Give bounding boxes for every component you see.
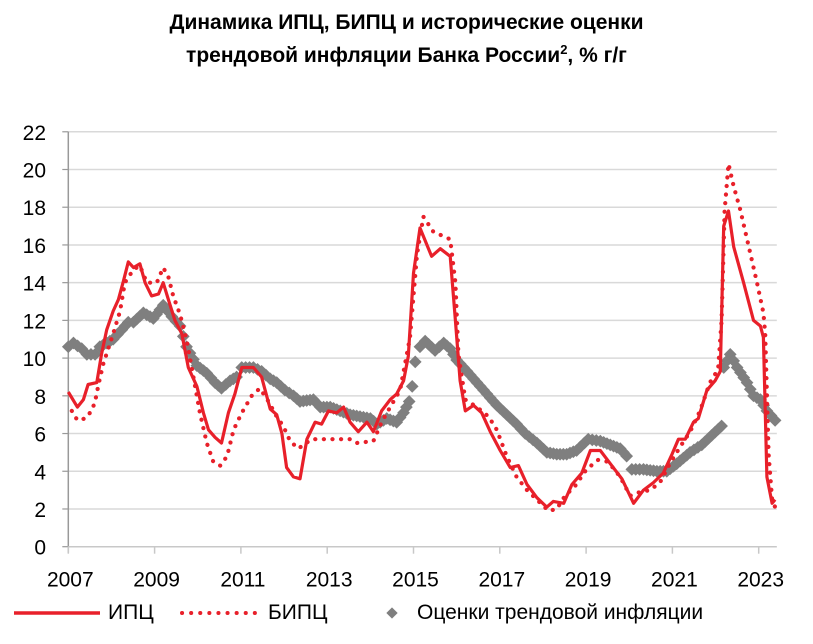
legend-solid-line-icon <box>14 611 100 615</box>
y-tick-label: 10 <box>23 348 46 371</box>
trend-point <box>405 380 419 393</box>
trend-point <box>408 355 422 369</box>
y-tick-label: 0 <box>34 537 46 560</box>
y-tick-label: 18 <box>23 197 46 220</box>
x-tick-label: 2011 <box>220 569 265 592</box>
y-tick-label: 8 <box>34 386 46 409</box>
x-tick-label: 2007 <box>47 569 94 592</box>
x-tick-label: 2015 <box>392 569 439 592</box>
x-tick-label: 2017 <box>478 569 525 592</box>
y-tick-label: 2 <box>34 499 46 522</box>
title-footnote: 2 <box>560 42 568 57</box>
y-tick-label: 4 <box>34 461 46 484</box>
series-cpi <box>66 209 777 509</box>
y-tick-label: 14 <box>23 273 47 296</box>
trend-point <box>506 414 520 428</box>
title-unit: , % г/г <box>567 44 627 67</box>
legend: ИПЦ БИПЦ Оценки трендовой инфляции <box>0 598 813 628</box>
legend-item-cpi: ИПЦ <box>14 598 154 628</box>
y-tick-label: 6 <box>34 424 46 447</box>
x-tick-label: 2013 <box>306 569 353 592</box>
legend-label-core: БИПЦ <box>268 601 328 624</box>
x-tick-label: 2021 <box>651 569 698 592</box>
y-tick-label: 20 <box>23 160 46 183</box>
legend-label-cpi: ИПЦ <box>108 601 154 624</box>
y-tick-label: 22 <box>23 122 46 145</box>
y-tick-label: 16 <box>23 235 46 258</box>
legend-label-trend: Оценки трендовой инфляции <box>417 601 704 624</box>
grid-lines <box>68 131 777 510</box>
legend-diamond-icon <box>386 607 398 619</box>
cpi-line <box>66 209 777 509</box>
title-line2-text: трендовой инфляции Банка России <box>186 44 561 67</box>
y-tick-label: 12 <box>23 310 46 333</box>
chart-title-line1: Динамика ИПЦ, БИПЦ и исторические оценки <box>169 11 644 34</box>
legend-dotted-line-icon <box>180 611 260 615</box>
trend-point <box>402 395 416 408</box>
chart-title: Динамика ИПЦ, БИПЦ и исторические оценки… <box>0 6 813 72</box>
legend-item-trend: Оценки трендовой инфляции <box>385 598 703 628</box>
axes: 0 2 4 6 8 10 12 14 16 18 20 22 2007 2009 2011 2013 2015 2… <box>23 122 784 592</box>
core-cpi-line <box>69 163 778 514</box>
x-tick-label: 2009 <box>133 569 180 592</box>
series-core-cpi <box>69 163 778 514</box>
x-tick-label: 2019 <box>565 569 612 592</box>
chart-title-line2: трендовой инфляции Банка России2, % г/г <box>0 39 813 72</box>
x-tick-label: 2023 <box>737 569 784 592</box>
legend-item-core: БИПЦ <box>180 598 328 628</box>
